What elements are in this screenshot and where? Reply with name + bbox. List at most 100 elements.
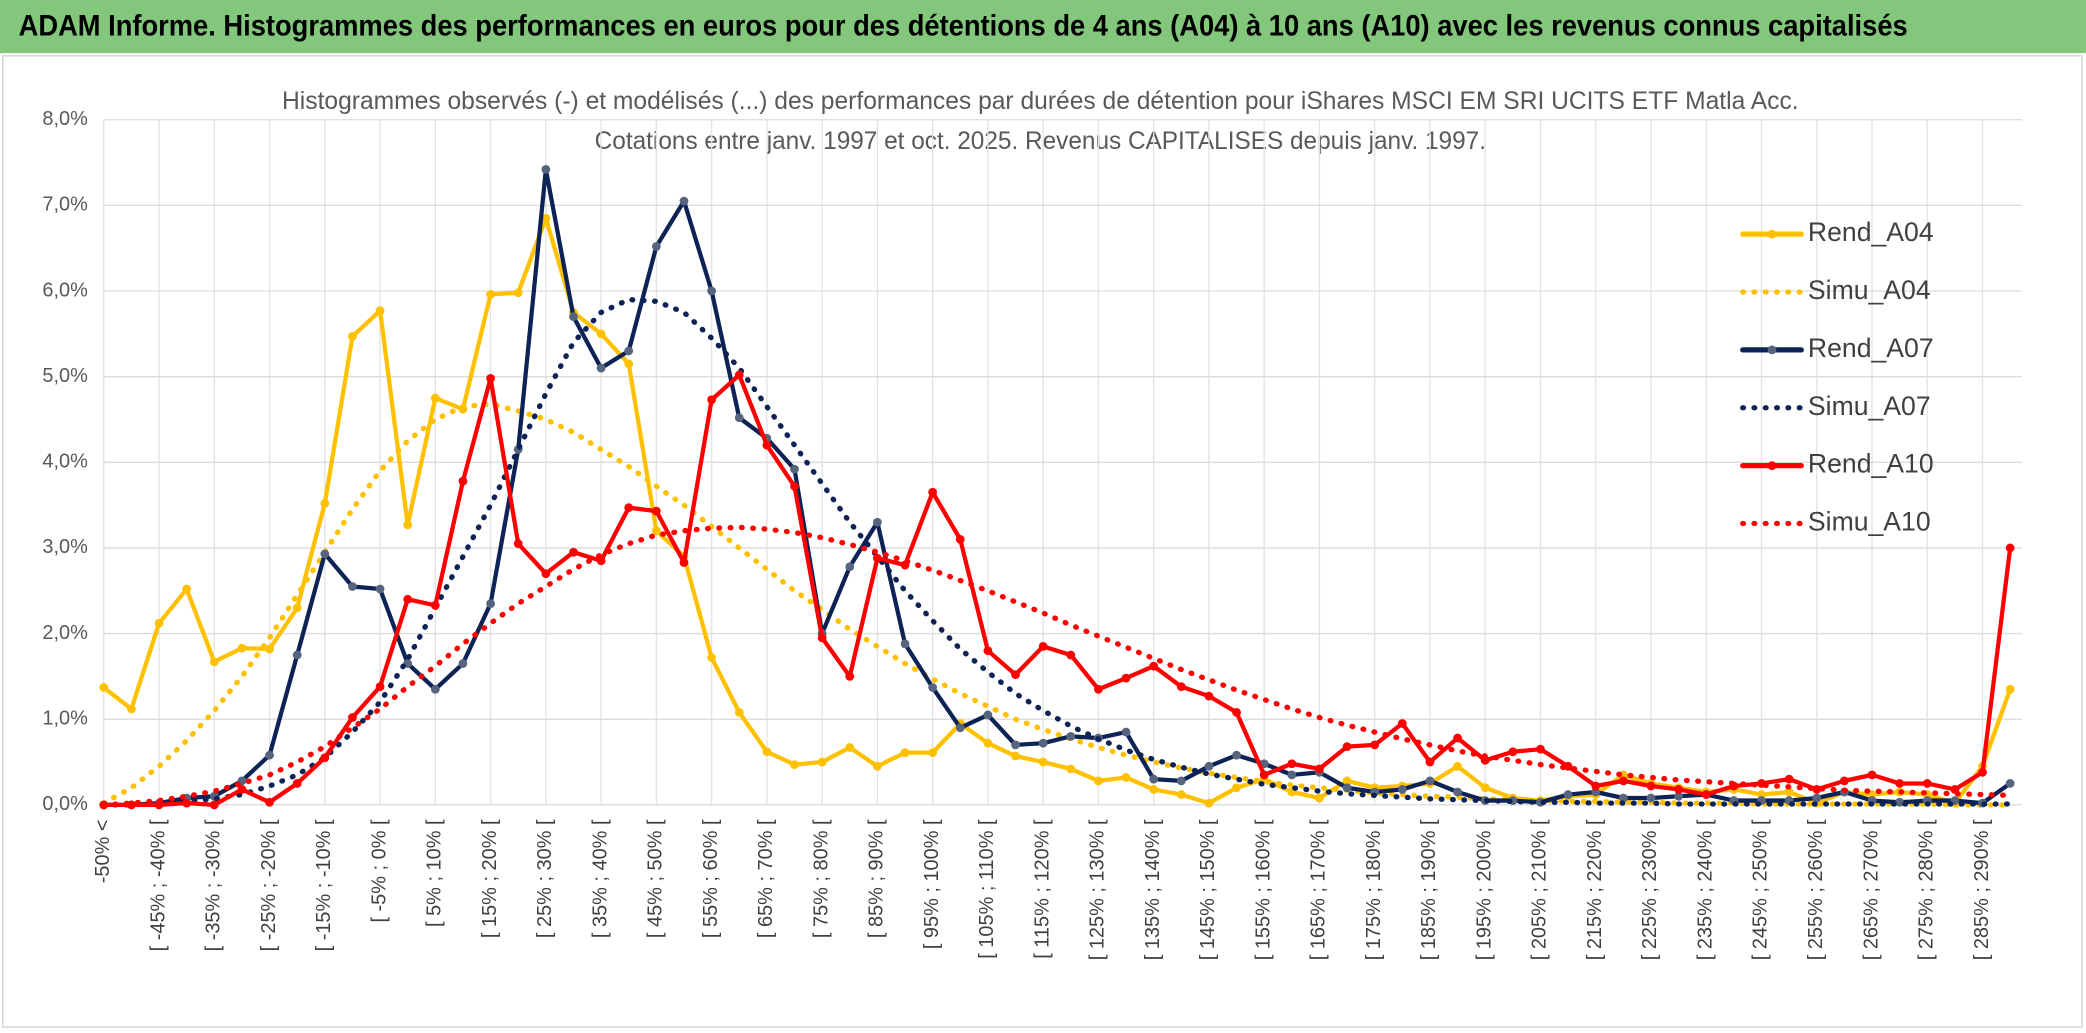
data-point xyxy=(817,757,827,767)
data-point xyxy=(845,671,855,681)
data-point xyxy=(348,713,357,722)
x-tick-label: [ 5% ; 10% [ xyxy=(424,819,446,927)
x-tick-label: [ 45% ; 50% [ xyxy=(645,819,667,938)
data-point xyxy=(348,582,357,591)
data-point xyxy=(1646,793,1656,803)
data-point xyxy=(320,499,330,508)
chart-subtitle: Histogrammes observés (-) et modélisés (… xyxy=(282,87,1799,115)
data-point xyxy=(1674,791,1683,801)
data-point xyxy=(845,562,855,572)
data-point xyxy=(1701,790,1711,799)
data-point xyxy=(1895,797,1905,807)
legend-marker xyxy=(1767,345,1777,355)
data-point xyxy=(569,547,578,557)
data-point xyxy=(1784,774,1794,784)
x-tick-label: [ 255% ; 260% [ xyxy=(1805,819,1827,960)
data-point xyxy=(790,481,799,491)
data-point xyxy=(209,657,219,667)
data-point xyxy=(1812,785,1822,794)
data-point xyxy=(2005,543,2015,553)
data-point xyxy=(403,594,413,604)
data-point xyxy=(1149,661,1159,671)
x-tick-label: [ 195% ; 200% [ xyxy=(1473,819,1495,960)
data-point xyxy=(1066,764,1076,774)
data-point xyxy=(292,603,302,613)
x-tick-label: [ 225% ; 230% [ xyxy=(1639,819,1661,960)
data-point xyxy=(1315,793,1324,803)
data-point xyxy=(1204,798,1214,808)
data-point xyxy=(486,290,495,299)
data-point xyxy=(458,476,468,486)
data-point xyxy=(1425,776,1435,786)
data-point xyxy=(403,520,413,530)
data-point xyxy=(900,748,910,757)
data-point xyxy=(320,753,330,763)
data-point xyxy=(1922,779,1932,788)
data-point xyxy=(1232,783,1241,793)
x-tick-label: [ 105% ; 110% [ xyxy=(976,819,998,959)
x-tick-label: -50% < xyxy=(92,819,114,883)
header-bar xyxy=(0,0,2086,54)
data-point xyxy=(1453,787,1462,797)
data-point xyxy=(1370,740,1380,750)
data-point xyxy=(1176,776,1186,786)
data-point xyxy=(872,761,882,771)
data-point xyxy=(320,549,330,559)
data-point xyxy=(928,487,938,497)
data-point xyxy=(1895,779,1905,788)
data-point xyxy=(1978,767,1987,777)
data-point xyxy=(1812,793,1822,803)
data-point xyxy=(734,413,744,423)
x-tick-label: [ 75% ; 80% [ xyxy=(810,819,832,938)
data-point xyxy=(1121,673,1131,683)
data-point xyxy=(1618,793,1628,803)
data-point xyxy=(1287,759,1297,769)
data-point xyxy=(292,650,302,660)
x-tick-label: [ 15% ; 20% [ xyxy=(479,819,501,938)
model-line xyxy=(101,401,2013,808)
data-point xyxy=(955,723,965,733)
legend-label: Rend_A07 xyxy=(1808,333,1934,363)
x-tick-label: [ 145% ; 150% [ xyxy=(1197,819,1219,960)
data-point xyxy=(1342,742,1352,752)
y-tick-label: 2,0% xyxy=(42,622,88,644)
data-point xyxy=(486,373,495,383)
data-point xyxy=(1011,670,1020,680)
x-tick-label: [ 35% ; 40% [ xyxy=(589,819,611,938)
data-point xyxy=(541,213,551,223)
data-point xyxy=(707,286,717,296)
data-point xyxy=(458,659,468,668)
data-point xyxy=(1674,785,1683,794)
x-tick-label: [ 25% ; 30% [ xyxy=(534,819,556,938)
data-point xyxy=(1038,642,1048,651)
data-point xyxy=(1453,733,1462,743)
data-point xyxy=(596,363,606,373)
x-tick-label: [ 165% ; 170% [ xyxy=(1308,819,1330,960)
data-point xyxy=(1176,790,1186,799)
data-point xyxy=(237,785,247,794)
data-point xyxy=(1038,757,1048,767)
x-tick-label: [ 55% ; 60% [ xyxy=(700,819,722,938)
data-point xyxy=(1536,744,1545,754)
data-point xyxy=(1342,783,1352,793)
data-point xyxy=(817,633,827,643)
data-point xyxy=(707,395,717,405)
data-point xyxy=(983,710,993,720)
x-tick-label: [ 215% ; 220% [ xyxy=(1584,819,1606,960)
data-point xyxy=(872,553,882,563)
data-point xyxy=(1591,781,1601,791)
data-point xyxy=(127,704,136,714)
data-point xyxy=(1480,755,1490,765)
legend-label: Simu_A10 xyxy=(1808,507,1931,537)
data-point xyxy=(679,558,689,567)
data-point xyxy=(1259,770,1269,780)
header-title: ADAM Informe. Histogrammes des performan… xyxy=(19,11,1908,43)
data-point xyxy=(762,440,772,450)
data-point xyxy=(983,738,993,748)
data-point xyxy=(955,534,965,544)
data-point xyxy=(1232,707,1241,717)
data-point xyxy=(707,653,717,662)
data-point xyxy=(1149,774,1159,784)
data-point xyxy=(1176,682,1186,692)
